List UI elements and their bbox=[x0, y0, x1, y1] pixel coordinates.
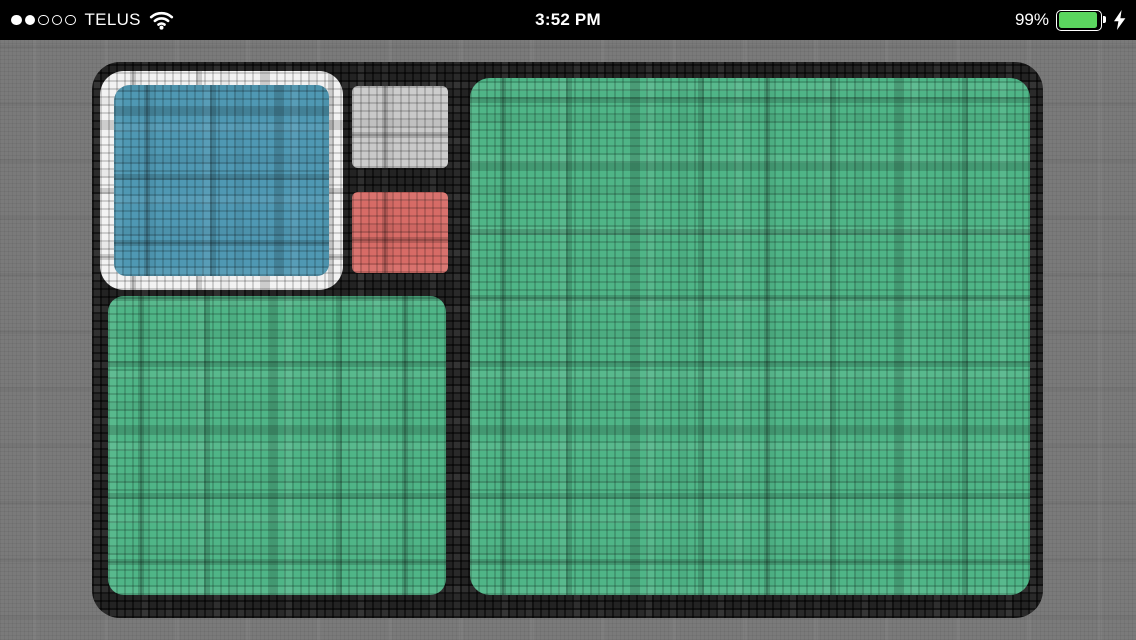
status-bar: TELUS 3:52 PM 99% bbox=[0, 0, 1136, 40]
block-green-medium[interactable] bbox=[108, 296, 446, 595]
wifi-icon bbox=[149, 11, 173, 30]
block-red[interactable] bbox=[352, 192, 448, 273]
carrier-label: TELUS bbox=[84, 10, 141, 29]
tile-board bbox=[92, 62, 1043, 618]
clock-label: 3:52 PM bbox=[535, 10, 601, 29]
battery-icon bbox=[1056, 9, 1106, 31]
battery-fill bbox=[1058, 12, 1097, 28]
battery-cap bbox=[1103, 16, 1106, 23]
status-bar-right: 99% bbox=[1014, 9, 1136, 31]
battery-percent-label: 99% bbox=[1014, 10, 1049, 29]
block-blue-selected[interactable] bbox=[100, 71, 343, 290]
signal-dot-filled bbox=[11, 14, 22, 26]
block-gray[interactable] bbox=[352, 86, 448, 168]
charging-bolt-icon bbox=[1114, 10, 1126, 30]
signal-dot-filled bbox=[24, 14, 35, 26]
signal-dot-empty bbox=[65, 14, 76, 26]
signal-dot-empty bbox=[51, 14, 62, 26]
app-canvas bbox=[0, 40, 1136, 640]
block-green-large[interactable] bbox=[470, 78, 1030, 595]
status-bar-left: TELUS bbox=[0, 10, 174, 30]
cell-signal-icon bbox=[11, 14, 76, 26]
signal-dot-empty bbox=[38, 14, 49, 26]
block-blue-fill bbox=[114, 85, 329, 276]
status-bar-clock: 3:52 PM bbox=[0, 10, 1136, 30]
